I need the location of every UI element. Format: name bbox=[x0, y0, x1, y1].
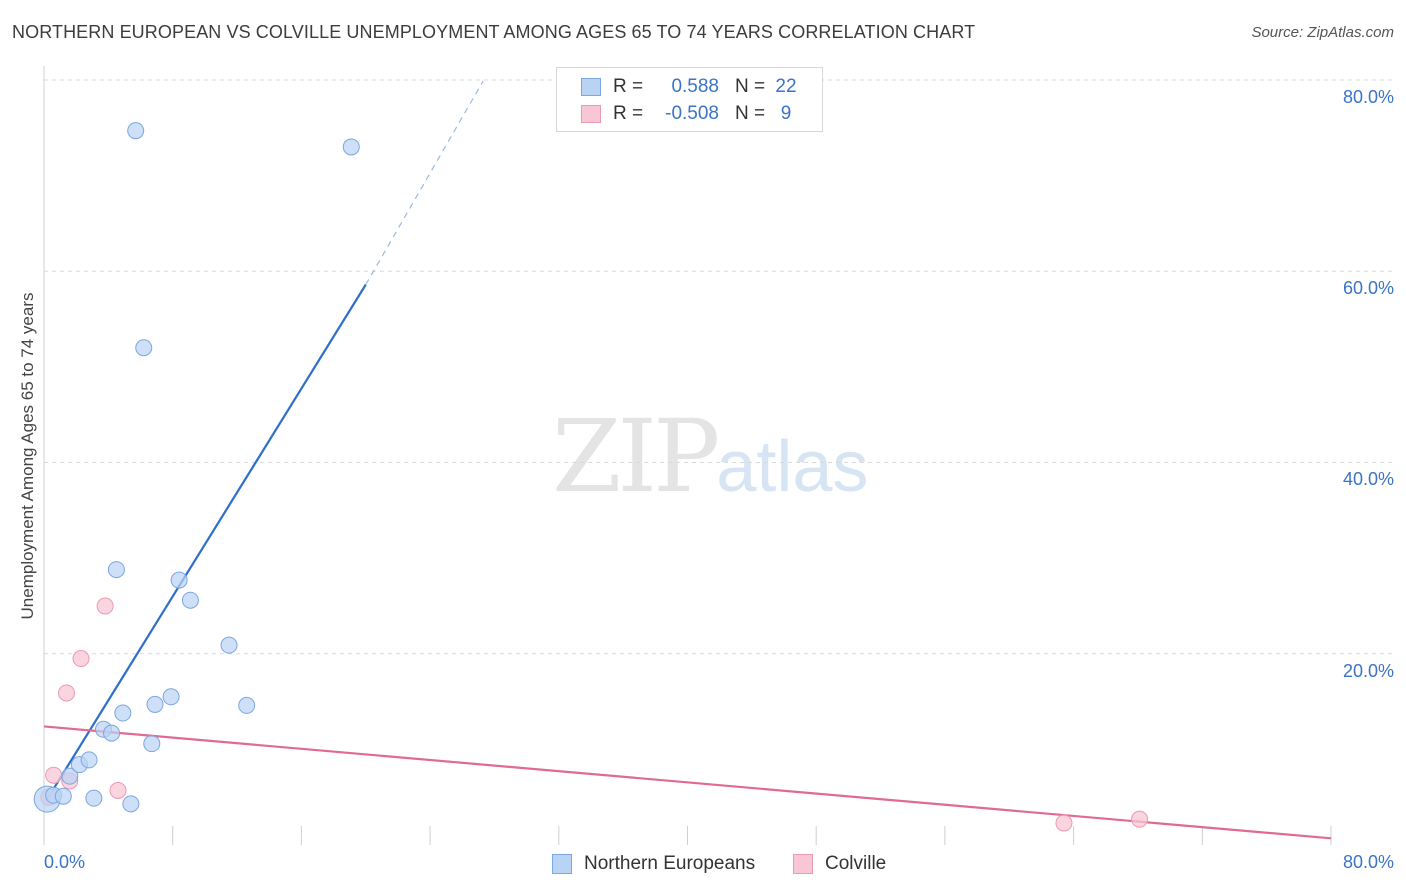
trend-line-northern-europeans-extension bbox=[365, 80, 484, 285]
legend-row-colville: R = -0.508 N = 9 bbox=[581, 102, 799, 126]
x-tick-label-min: 0.0% bbox=[44, 852, 86, 872]
data-point-northern-europeans bbox=[80, 751, 98, 769]
data-point-northern-europeans bbox=[146, 695, 164, 713]
trend-line-colville bbox=[43, 725, 1332, 840]
data-point-northern-europeans bbox=[135, 339, 153, 357]
data-point-colville bbox=[96, 597, 114, 615]
data-point-colville bbox=[1131, 810, 1149, 828]
data-point-colville bbox=[1055, 814, 1073, 832]
data-point-colville bbox=[72, 650, 90, 668]
data-point-northern-europeans bbox=[85, 789, 103, 807]
legend-n-label: N = bbox=[735, 76, 766, 97]
legend-n-value: 22 bbox=[775, 76, 797, 97]
data-point-northern-europeans bbox=[220, 636, 238, 654]
legend-series-label: Northern Europeans bbox=[584, 853, 756, 874]
data-point-northern-europeans bbox=[162, 688, 180, 706]
legend-swatch-blue bbox=[581, 78, 601, 96]
legend-swatch-blue bbox=[552, 854, 572, 874]
data-point-northern-europeans bbox=[54, 787, 72, 805]
data-point-colville bbox=[45, 766, 63, 784]
legend-swatch-pink bbox=[581, 105, 601, 123]
chart-title: NORTHERN EUROPEAN VS COLVILLE UNEMPLOYME… bbox=[12, 22, 976, 42]
watermark-zip: ZIP bbox=[552, 398, 720, 515]
correlation-legend: R = 0.588 N = 22 R = -0.508 N = 9 bbox=[556, 67, 823, 132]
legend-n-label: N = bbox=[735, 103, 766, 124]
legend-series-label: Colville bbox=[825, 853, 887, 874]
legend-r-value: 0.588 bbox=[671, 76, 719, 97]
legend-item-northern-europeans: Northern Europeans bbox=[552, 852, 755, 876]
legend-r-label: R = bbox=[613, 103, 644, 124]
data-point-colville bbox=[58, 684, 76, 702]
x-tick-label-max: 80.0% bbox=[1342, 852, 1394, 872]
legend-row-northern-europeans: R = 0.588 N = 22 bbox=[581, 75, 799, 99]
data-point-northern-europeans bbox=[122, 795, 140, 813]
data-point-northern-europeans bbox=[143, 735, 161, 753]
data-point-northern-europeans bbox=[342, 138, 360, 156]
legend-item-colville: Colville bbox=[793, 852, 886, 876]
data-point-colville bbox=[109, 781, 127, 799]
data-point-northern-europeans bbox=[103, 724, 121, 742]
y-tick-label-40: 40.0% bbox=[1342, 469, 1394, 489]
source-label: Source: ZipAtlas.com bbox=[1251, 24, 1394, 41]
data-point-northern-europeans bbox=[107, 561, 125, 579]
data-point-northern-europeans bbox=[127, 122, 145, 140]
y-tick-label-60: 60.0% bbox=[1342, 278, 1394, 298]
legend-r-value: -0.508 bbox=[665, 103, 719, 124]
watermark-atlas: atlas bbox=[716, 427, 869, 507]
y-tick-label-20: 20.0% bbox=[1342, 661, 1394, 681]
data-point-northern-europeans bbox=[114, 704, 132, 722]
data-point-northern-europeans bbox=[61, 767, 79, 785]
data-point-northern-europeans bbox=[181, 591, 199, 609]
y-tick-label-80: 80.0% bbox=[1342, 87, 1394, 107]
data-point-northern-europeans bbox=[170, 571, 188, 589]
watermark: ZIPatlas bbox=[552, 398, 868, 515]
legend-n-value: 9 bbox=[780, 103, 792, 124]
legend-r-label: R = bbox=[613, 76, 644, 97]
trend-line-northern-europeans bbox=[46, 284, 367, 800]
legend-swatch-pink bbox=[793, 854, 813, 874]
data-point-northern-europeans bbox=[238, 696, 256, 714]
